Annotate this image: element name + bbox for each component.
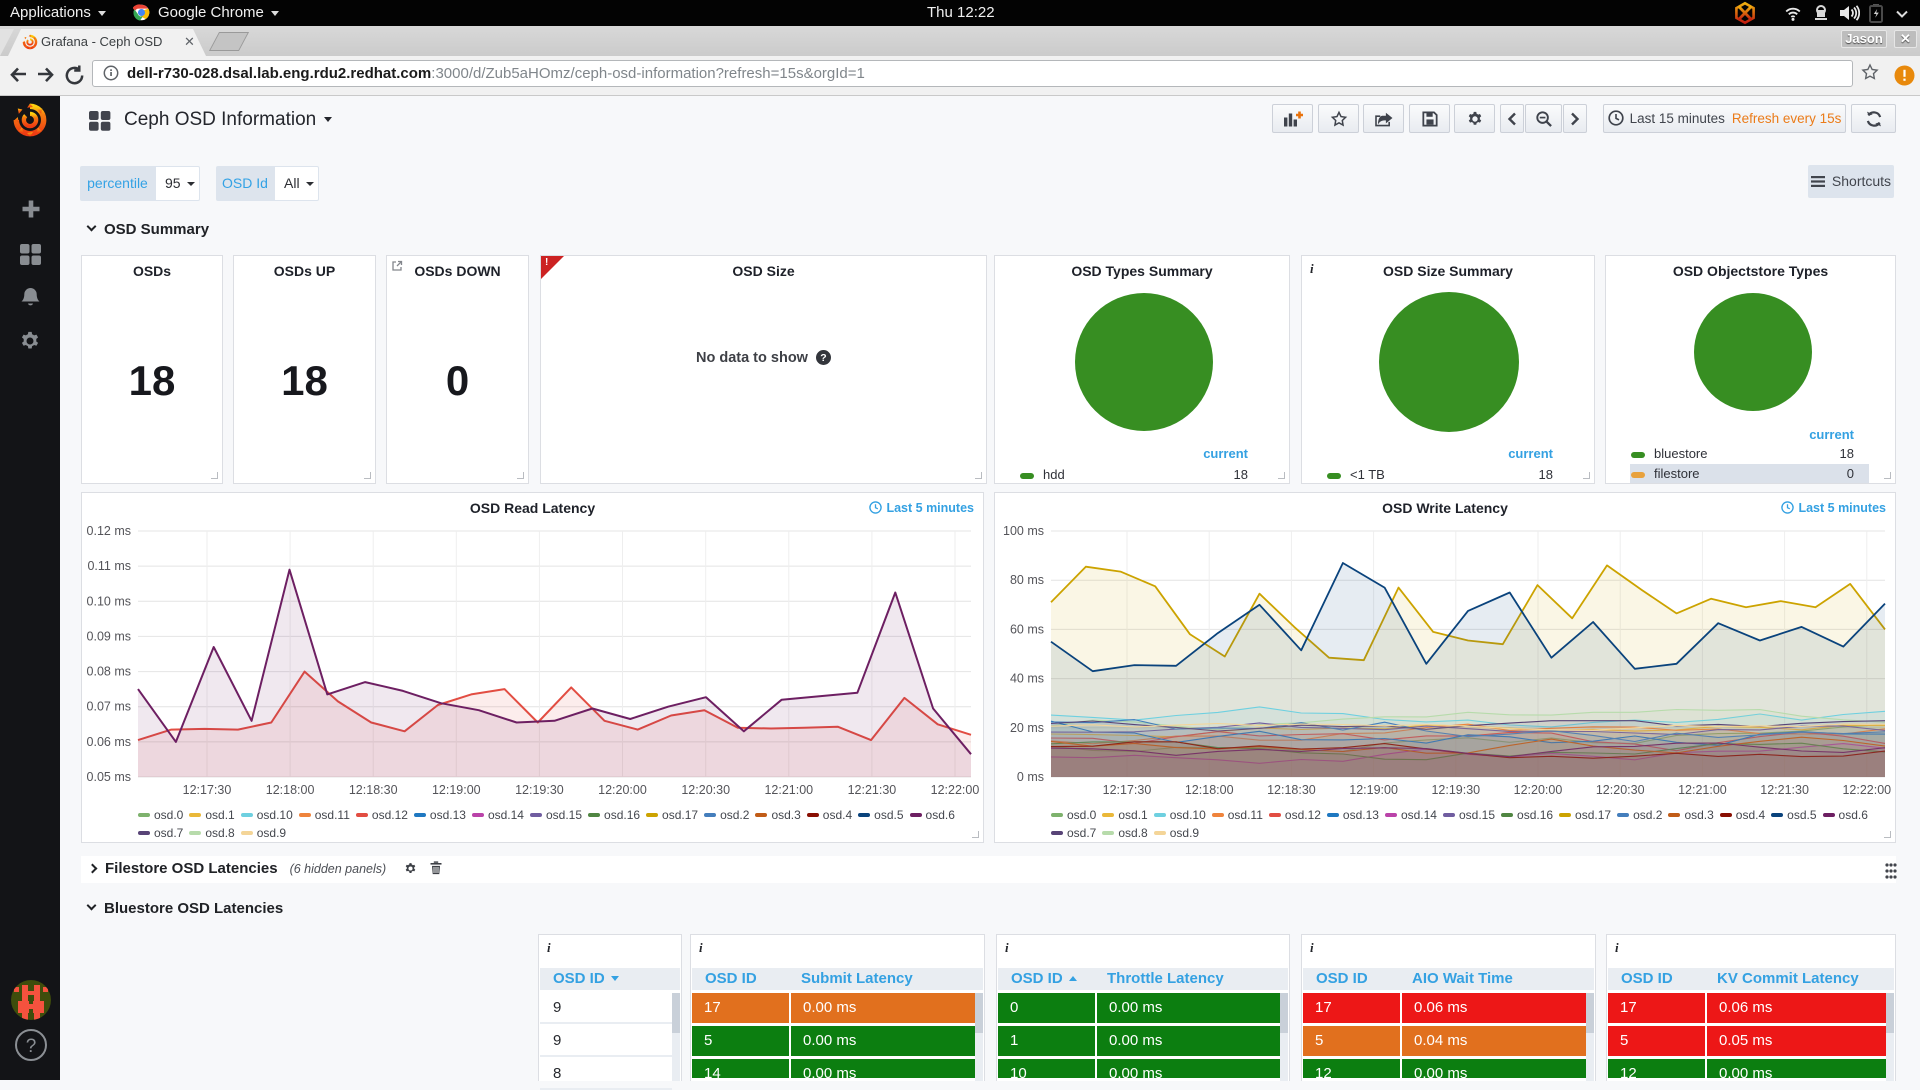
svg-text:12:18:30: 12:18:30 xyxy=(349,783,398,797)
svg-text:40 ms: 40 ms xyxy=(1010,672,1044,686)
svg-text:12:19:30: 12:19:30 xyxy=(1431,783,1480,797)
svg-text:?: ? xyxy=(820,352,826,364)
svg-text:12:20:00: 12:20:00 xyxy=(1514,783,1563,797)
svg-text:12:21:00: 12:21:00 xyxy=(764,783,813,797)
svg-text:20 ms: 20 ms xyxy=(1010,721,1044,735)
svg-text:0.10 ms: 0.10 ms xyxy=(87,594,131,608)
svg-text:0.12 ms: 0.12 ms xyxy=(87,524,131,538)
svg-text:12:22:00: 12:22:00 xyxy=(1842,783,1891,797)
svg-text:12:19:30: 12:19:30 xyxy=(515,783,564,797)
svg-text:80 ms: 80 ms xyxy=(1010,573,1044,587)
svg-text:12:19:00: 12:19:00 xyxy=(1349,783,1398,797)
svg-text:0.07 ms: 0.07 ms xyxy=(87,700,131,714)
svg-text:12:20:30: 12:20:30 xyxy=(681,783,730,797)
svg-text:?: ? xyxy=(26,1036,37,1057)
svg-text:0.08 ms: 0.08 ms xyxy=(87,665,131,679)
svg-text:12:21:30: 12:21:30 xyxy=(1760,783,1809,797)
svg-text:0.09 ms: 0.09 ms xyxy=(87,629,131,643)
svg-text:0.06 ms: 0.06 ms xyxy=(87,735,131,749)
svg-text:12:17:30: 12:17:30 xyxy=(183,783,232,797)
svg-text:12:21:00: 12:21:00 xyxy=(1678,783,1727,797)
svg-text:60 ms: 60 ms xyxy=(1010,622,1044,636)
svg-text:12:18:00: 12:18:00 xyxy=(266,783,315,797)
svg-text:12:18:00: 12:18:00 xyxy=(1185,783,1234,797)
svg-text:12:22:00: 12:22:00 xyxy=(931,783,980,797)
svg-text:12:19:00: 12:19:00 xyxy=(432,783,481,797)
svg-text:12:18:30: 12:18:30 xyxy=(1267,783,1316,797)
svg-text:0 ms: 0 ms xyxy=(1017,770,1044,784)
svg-text:0.05 ms: 0.05 ms xyxy=(87,770,131,784)
svg-text:12:17:30: 12:17:30 xyxy=(1103,783,1152,797)
svg-text:100 ms: 100 ms xyxy=(1003,524,1044,538)
svg-text:12:20:00: 12:20:00 xyxy=(598,783,647,797)
svg-text:0.11 ms: 0.11 ms xyxy=(87,559,131,573)
svg-text:12:20:30: 12:20:30 xyxy=(1596,783,1645,797)
svg-text:12:21:30: 12:21:30 xyxy=(848,783,897,797)
